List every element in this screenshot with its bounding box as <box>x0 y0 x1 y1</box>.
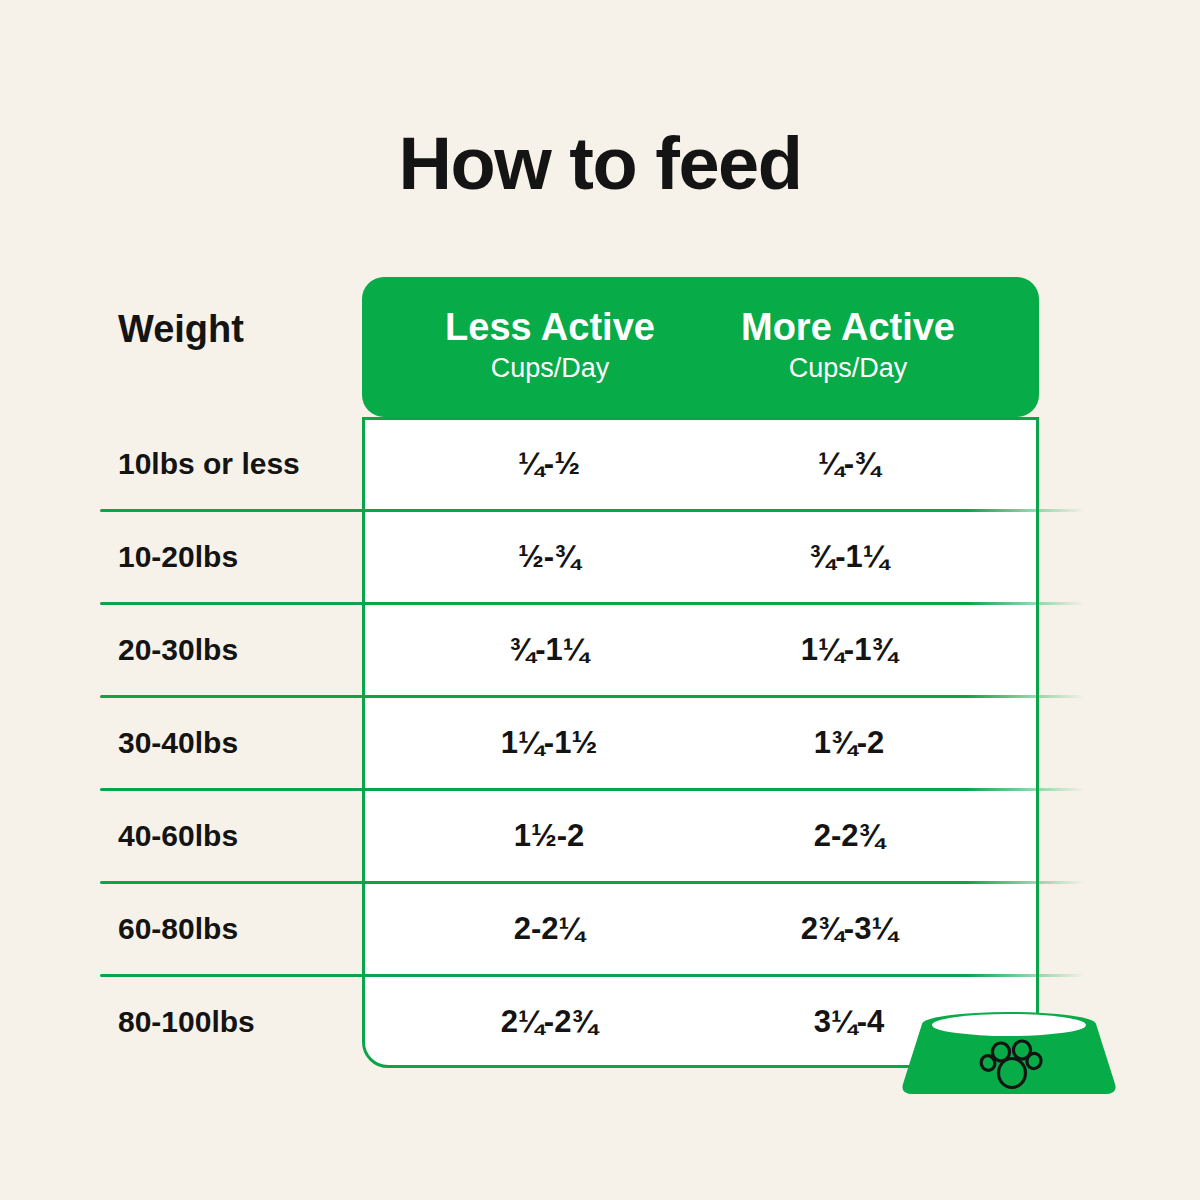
row-weight: 20-30lbs <box>118 633 238 667</box>
row-weight: 10-20lbs <box>118 540 238 574</box>
table-row: 10lbs or less ¼-½ ¼-¾ <box>0 417 1200 510</box>
column-header-more-active: More Active Cups/Day <box>741 306 955 385</box>
row-divider <box>100 788 1085 791</box>
row-weight: 30-40lbs <box>118 726 238 760</box>
row-less-active-value: ¼-½ <box>409 446 689 482</box>
column-sublabel: Cups/Day <box>741 351 955 385</box>
row-weight: 10lbs or less <box>118 447 300 481</box>
row-more-active-value: 2-2¾ <box>709 818 989 854</box>
table-header: Less Active Cups/Day More Active Cups/Da… <box>362 277 1039 417</box>
row-more-active-value: 1¼-1¾ <box>709 632 989 668</box>
row-weight: 40-60lbs <box>118 819 238 853</box>
column-sublabel: Cups/Day <box>445 351 655 385</box>
weight-column-header: Weight <box>118 308 244 351</box>
row-less-active-value: ¾-1¼ <box>409 632 689 668</box>
row-less-active-value: 2¼-2¾ <box>409 1004 689 1040</box>
row-less-active-value: 1½-2 <box>409 818 689 854</box>
row-more-active-value: 2¾-3¼ <box>709 911 989 947</box>
row-divider <box>100 509 1085 512</box>
row-weight: 80-100lbs <box>118 1005 255 1039</box>
table-row: 30-40lbs 1¼-1½ 1¾-2 <box>0 696 1200 789</box>
table-row: 10-20lbs ½-¾ ¾-1¼ <box>0 510 1200 603</box>
table-row: 40-60lbs 1½-2 2-2¾ <box>0 789 1200 882</box>
row-more-active-value: 1¾-2 <box>709 725 989 761</box>
row-more-active-value: ¼-¾ <box>709 446 989 482</box>
feeding-guide-infographic: How to feed Weight Less Active Cups/Day … <box>0 0 1200 1200</box>
row-more-active-value: ¾-1¼ <box>709 539 989 575</box>
table-row: 60-80lbs 2-2¼ 2¾-3¼ <box>0 882 1200 975</box>
table-row: 20-30lbs ¾-1¼ 1¼-1¾ <box>0 603 1200 696</box>
column-label: Less Active <box>445 306 655 348</box>
row-divider <box>100 881 1085 884</box>
dog-bowl-paw-icon <box>898 1010 1120 1102</box>
row-divider <box>100 974 1085 977</box>
column-header-less-active: Less Active Cups/Day <box>445 306 655 385</box>
row-divider <box>100 602 1085 605</box>
page-title: How to feed <box>0 122 1200 206</box>
row-divider <box>100 695 1085 698</box>
row-less-active-value: 2-2¼ <box>409 911 689 947</box>
row-less-active-value: 1¼-1½ <box>409 725 689 761</box>
row-weight: 60-80lbs <box>118 912 238 946</box>
column-label: More Active <box>741 306 955 348</box>
row-less-active-value: ½-¾ <box>409 539 689 575</box>
